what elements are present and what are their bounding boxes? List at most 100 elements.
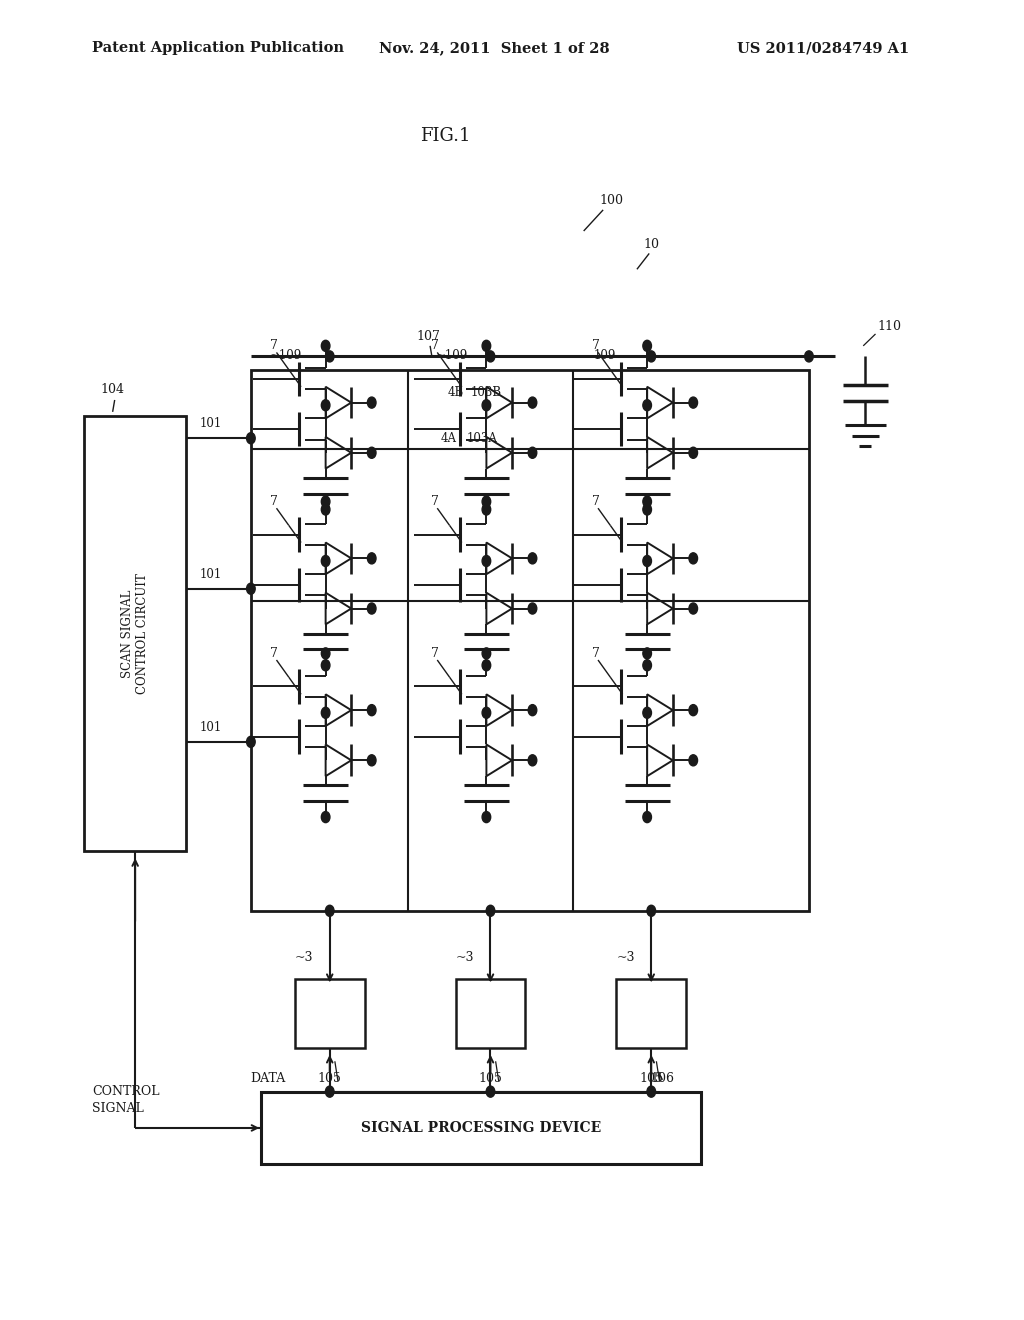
Text: 7: 7 bbox=[270, 495, 279, 508]
Bar bbox=[295, 979, 365, 1048]
Text: 103A: 103A bbox=[467, 432, 498, 445]
Circle shape bbox=[368, 603, 376, 614]
Text: 101: 101 bbox=[200, 417, 222, 430]
Text: 7: 7 bbox=[431, 647, 439, 660]
Circle shape bbox=[805, 351, 813, 362]
Circle shape bbox=[368, 447, 376, 458]
Circle shape bbox=[322, 400, 330, 411]
Circle shape bbox=[247, 433, 255, 444]
Text: CONTROL: CONTROL bbox=[92, 1085, 160, 1098]
Text: 107: 107 bbox=[417, 330, 440, 343]
Text: 110: 110 bbox=[878, 319, 901, 333]
Text: DATA: DATA bbox=[250, 1072, 285, 1085]
Text: ~3: ~3 bbox=[295, 950, 313, 964]
Bar bbox=[456, 979, 525, 1048]
Text: ~109: ~109 bbox=[436, 348, 468, 362]
Text: 101: 101 bbox=[200, 721, 222, 734]
Text: 7: 7 bbox=[270, 647, 279, 660]
Bar bbox=[616, 979, 686, 1048]
Circle shape bbox=[247, 737, 255, 747]
Text: ~3: ~3 bbox=[456, 950, 474, 964]
Circle shape bbox=[647, 906, 655, 916]
Circle shape bbox=[643, 660, 651, 671]
Circle shape bbox=[528, 755, 537, 766]
Circle shape bbox=[643, 496, 651, 507]
Text: ~3: ~3 bbox=[616, 950, 635, 964]
Circle shape bbox=[368, 755, 376, 766]
Circle shape bbox=[528, 447, 537, 458]
Text: 100: 100 bbox=[599, 194, 623, 207]
Circle shape bbox=[528, 603, 537, 614]
Text: 104: 104 bbox=[100, 383, 124, 396]
Circle shape bbox=[643, 504, 651, 515]
Text: 7: 7 bbox=[431, 339, 439, 352]
Circle shape bbox=[482, 496, 490, 507]
Text: SCAN SIGNAL
CONTROL CIRCUIT: SCAN SIGNAL CONTROL CIRCUIT bbox=[121, 573, 150, 694]
Circle shape bbox=[482, 660, 490, 671]
Text: 7: 7 bbox=[592, 647, 600, 660]
Text: 7: 7 bbox=[431, 495, 439, 508]
Circle shape bbox=[486, 906, 495, 916]
Circle shape bbox=[689, 755, 697, 766]
Bar bbox=[261, 1092, 701, 1164]
Circle shape bbox=[486, 1086, 495, 1097]
Circle shape bbox=[482, 648, 490, 659]
Circle shape bbox=[689, 447, 697, 458]
Circle shape bbox=[689, 397, 697, 408]
Circle shape bbox=[486, 351, 495, 362]
Circle shape bbox=[322, 496, 330, 507]
Circle shape bbox=[528, 553, 537, 564]
Text: 7: 7 bbox=[270, 339, 279, 352]
Circle shape bbox=[322, 504, 330, 515]
Circle shape bbox=[482, 341, 490, 351]
Circle shape bbox=[368, 705, 376, 715]
Circle shape bbox=[482, 400, 490, 411]
Circle shape bbox=[647, 1086, 655, 1097]
Circle shape bbox=[643, 812, 651, 822]
Bar bbox=[251, 370, 809, 911]
Circle shape bbox=[322, 648, 330, 659]
Text: 10: 10 bbox=[643, 238, 659, 251]
Circle shape bbox=[643, 400, 651, 411]
Text: 4A: 4A bbox=[440, 432, 457, 445]
Text: 103B: 103B bbox=[471, 385, 502, 399]
Text: 105: 105 bbox=[478, 1072, 502, 1085]
Circle shape bbox=[643, 556, 651, 566]
Text: Patent Application Publication: Patent Application Publication bbox=[92, 41, 344, 55]
Text: Nov. 24, 2011  Sheet 1 of 28: Nov. 24, 2011 Sheet 1 of 28 bbox=[379, 41, 609, 55]
Circle shape bbox=[689, 603, 697, 614]
Circle shape bbox=[322, 708, 330, 718]
Circle shape bbox=[689, 705, 697, 715]
Text: 4B: 4B bbox=[447, 385, 464, 399]
Circle shape bbox=[689, 553, 697, 564]
Circle shape bbox=[322, 341, 330, 351]
Text: 109: 109 bbox=[594, 348, 616, 362]
Circle shape bbox=[368, 553, 376, 564]
Circle shape bbox=[482, 708, 490, 718]
Text: 105: 105 bbox=[639, 1072, 663, 1085]
Circle shape bbox=[482, 504, 490, 515]
Bar bbox=[84, 416, 186, 851]
Text: 7: 7 bbox=[592, 339, 600, 352]
Text: 7: 7 bbox=[592, 495, 600, 508]
Circle shape bbox=[528, 705, 537, 715]
Circle shape bbox=[326, 1086, 334, 1097]
Circle shape bbox=[322, 812, 330, 822]
Text: US 2011/0284749 A1: US 2011/0284749 A1 bbox=[737, 41, 909, 55]
Circle shape bbox=[368, 397, 376, 408]
Circle shape bbox=[326, 351, 334, 362]
Circle shape bbox=[643, 648, 651, 659]
Text: 106: 106 bbox=[650, 1072, 674, 1085]
Text: ~109: ~109 bbox=[269, 348, 301, 362]
Circle shape bbox=[482, 812, 490, 822]
Circle shape bbox=[643, 341, 651, 351]
Text: 101: 101 bbox=[200, 568, 222, 581]
Circle shape bbox=[482, 556, 490, 566]
Circle shape bbox=[247, 583, 255, 594]
Circle shape bbox=[528, 397, 537, 408]
Circle shape bbox=[322, 556, 330, 566]
Text: SIGNAL: SIGNAL bbox=[92, 1102, 144, 1115]
Circle shape bbox=[326, 906, 334, 916]
Circle shape bbox=[647, 351, 655, 362]
Circle shape bbox=[643, 708, 651, 718]
